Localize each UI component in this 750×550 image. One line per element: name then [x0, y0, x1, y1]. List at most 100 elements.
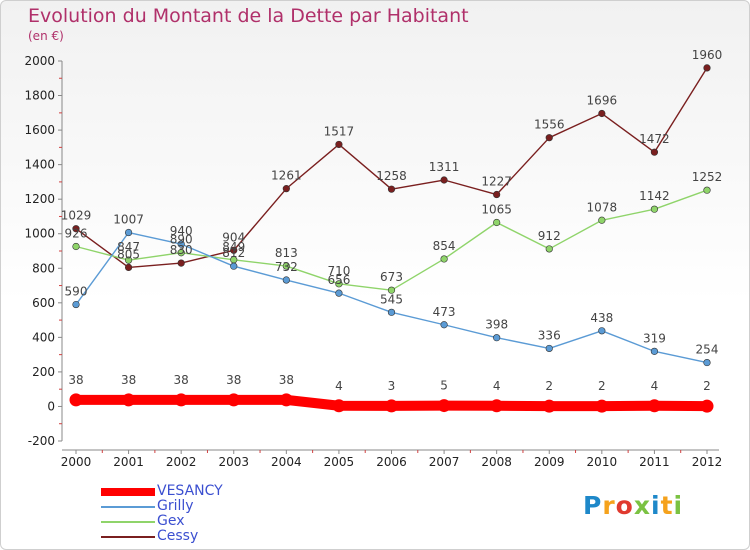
logo-letter: x — [633, 491, 651, 520]
logo-letter: t — [660, 491, 674, 520]
x-tick-label: 2001 — [113, 455, 144, 469]
data-point-cessy — [177, 259, 185, 267]
y-tick-label: 1200 — [24, 192, 55, 206]
data-label-grilly: 438 — [590, 311, 613, 325]
data-label-grilly: 732 — [275, 260, 298, 274]
y-tick-label: 1600 — [24, 123, 55, 137]
data-label-cessy: 904 — [222, 230, 245, 244]
data-point-gex — [440, 255, 448, 263]
data-label-vesancy: 38 — [121, 373, 136, 387]
x-tick-label: 2006 — [376, 455, 407, 469]
data-label-cessy: 1556 — [534, 118, 565, 132]
data-point-gex — [177, 249, 185, 257]
data-label-gex: 849 — [222, 240, 245, 254]
data-label-cessy: 1311 — [429, 160, 460, 174]
data-label-vesancy: 2 — [598, 379, 606, 393]
data-label-cessy: 1960 — [692, 48, 723, 62]
data-point-grilly — [72, 300, 80, 309]
data-label-vesancy: 4 — [493, 379, 501, 393]
y-tick-label: 400 — [32, 330, 55, 344]
data-point-grilly — [387, 308, 396, 316]
proxiti-logo: Proxiti — [583, 491, 683, 520]
data-label-cessy: 805 — [117, 247, 140, 261]
data-point-grilly — [440, 321, 448, 329]
data-label-grilly: 398 — [485, 318, 508, 332]
data-point-cessy — [124, 263, 133, 272]
data-point-vesancy — [700, 399, 714, 413]
data-label-gex: 854 — [433, 239, 456, 253]
x-tick-label: 2008 — [481, 455, 512, 469]
data-label-vesancy: 4 — [651, 379, 659, 393]
data-point-vesancy — [69, 393, 83, 407]
x-tick-label: 2005 — [324, 455, 355, 469]
data-label-gex: 847 — [117, 240, 140, 254]
data-point-gex — [282, 262, 290, 270]
logo-letter: i — [673, 491, 684, 520]
data-point-grilly — [598, 327, 606, 335]
data-label-cessy: 1227 — [481, 175, 512, 189]
data-label-gex: 673 — [380, 270, 403, 284]
data-point-vesancy — [542, 399, 556, 413]
data-label-grilly: 473 — [433, 305, 456, 319]
axes: -200 0 200 400 600 800 1000 1200 1400 1600 1800 200… — [24, 54, 722, 469]
data-point-gex — [335, 280, 343, 288]
data-label-gex: 1252 — [692, 170, 723, 184]
data-point-grilly — [650, 347, 659, 355]
data-label-vesancy: 2 — [545, 379, 553, 393]
legend-label: Grilly — [157, 498, 194, 514]
data-label-grilly: 940 — [170, 224, 193, 238]
data-point-cessy — [703, 64, 711, 72]
data-label-vesancy: 2 — [703, 379, 711, 393]
data-point-vesancy — [332, 399, 346, 413]
x-tick-label: 2000 — [61, 455, 92, 469]
data-point-grilly — [177, 240, 185, 248]
data-label-vesancy: 5 — [440, 379, 448, 393]
data-label-cessy: 830 — [170, 243, 193, 257]
x-tick-label: 2002 — [166, 455, 197, 469]
legend-swatch — [101, 536, 155, 538]
data-label-grilly: 590 — [65, 285, 88, 299]
data-point-grilly — [335, 289, 343, 297]
data-point-gex — [72, 242, 80, 251]
data-point-gex — [545, 245, 553, 253]
data-label-cessy: 1258 — [376, 169, 407, 183]
data-label-vesancy: 38 — [226, 373, 241, 387]
y-tick-label: 600 — [32, 296, 55, 310]
data-label-gex: 926 — [65, 227, 88, 241]
logo-letter: o — [615, 491, 634, 520]
data-point-cessy — [230, 246, 238, 254]
data-label-grilly: 656 — [327, 273, 350, 287]
data-point-gex — [650, 205, 659, 213]
data-label-cessy: 1696 — [587, 94, 618, 108]
x-tick-label: 2004 — [271, 455, 302, 469]
y-tick-label: 1000 — [24, 227, 55, 241]
data-point-vesancy — [385, 399, 398, 413]
data-point-grilly — [545, 344, 553, 353]
series-layer — [69, 64, 714, 413]
data-point-vesancy — [437, 399, 451, 413]
data-point-vesancy — [122, 393, 136, 407]
y-tick-label: 1400 — [24, 158, 55, 172]
data-point-gex — [124, 256, 133, 264]
data-labels: 1029 805 830 904 1261 1517 1258 1311 1227 1556 169… — [61, 48, 723, 393]
y-tick-label: 0 — [47, 399, 55, 413]
data-point-cessy — [282, 185, 290, 193]
data-label-gex: 1142 — [639, 189, 670, 203]
data-label-gex: 813 — [275, 246, 298, 260]
data-label-vesancy: 38 — [68, 373, 83, 387]
legend-label: Gex — [157, 513, 185, 529]
data-label-vesancy: 3 — [388, 379, 396, 393]
data-point-vesancy — [595, 399, 609, 413]
data-point-vesancy — [647, 399, 661, 413]
data-point-cessy — [545, 134, 553, 142]
data-point-grilly — [124, 228, 133, 237]
data-point-cessy — [72, 225, 80, 233]
logo-letter: i — [651, 491, 661, 520]
data-point-vesancy — [279, 393, 293, 407]
data-point-grilly — [230, 262, 238, 270]
y-tick-label: 2000 — [24, 54, 55, 68]
data-label-cessy: 1261 — [271, 169, 302, 183]
data-point-cessy — [650, 148, 659, 156]
data-point-gex — [598, 216, 606, 224]
